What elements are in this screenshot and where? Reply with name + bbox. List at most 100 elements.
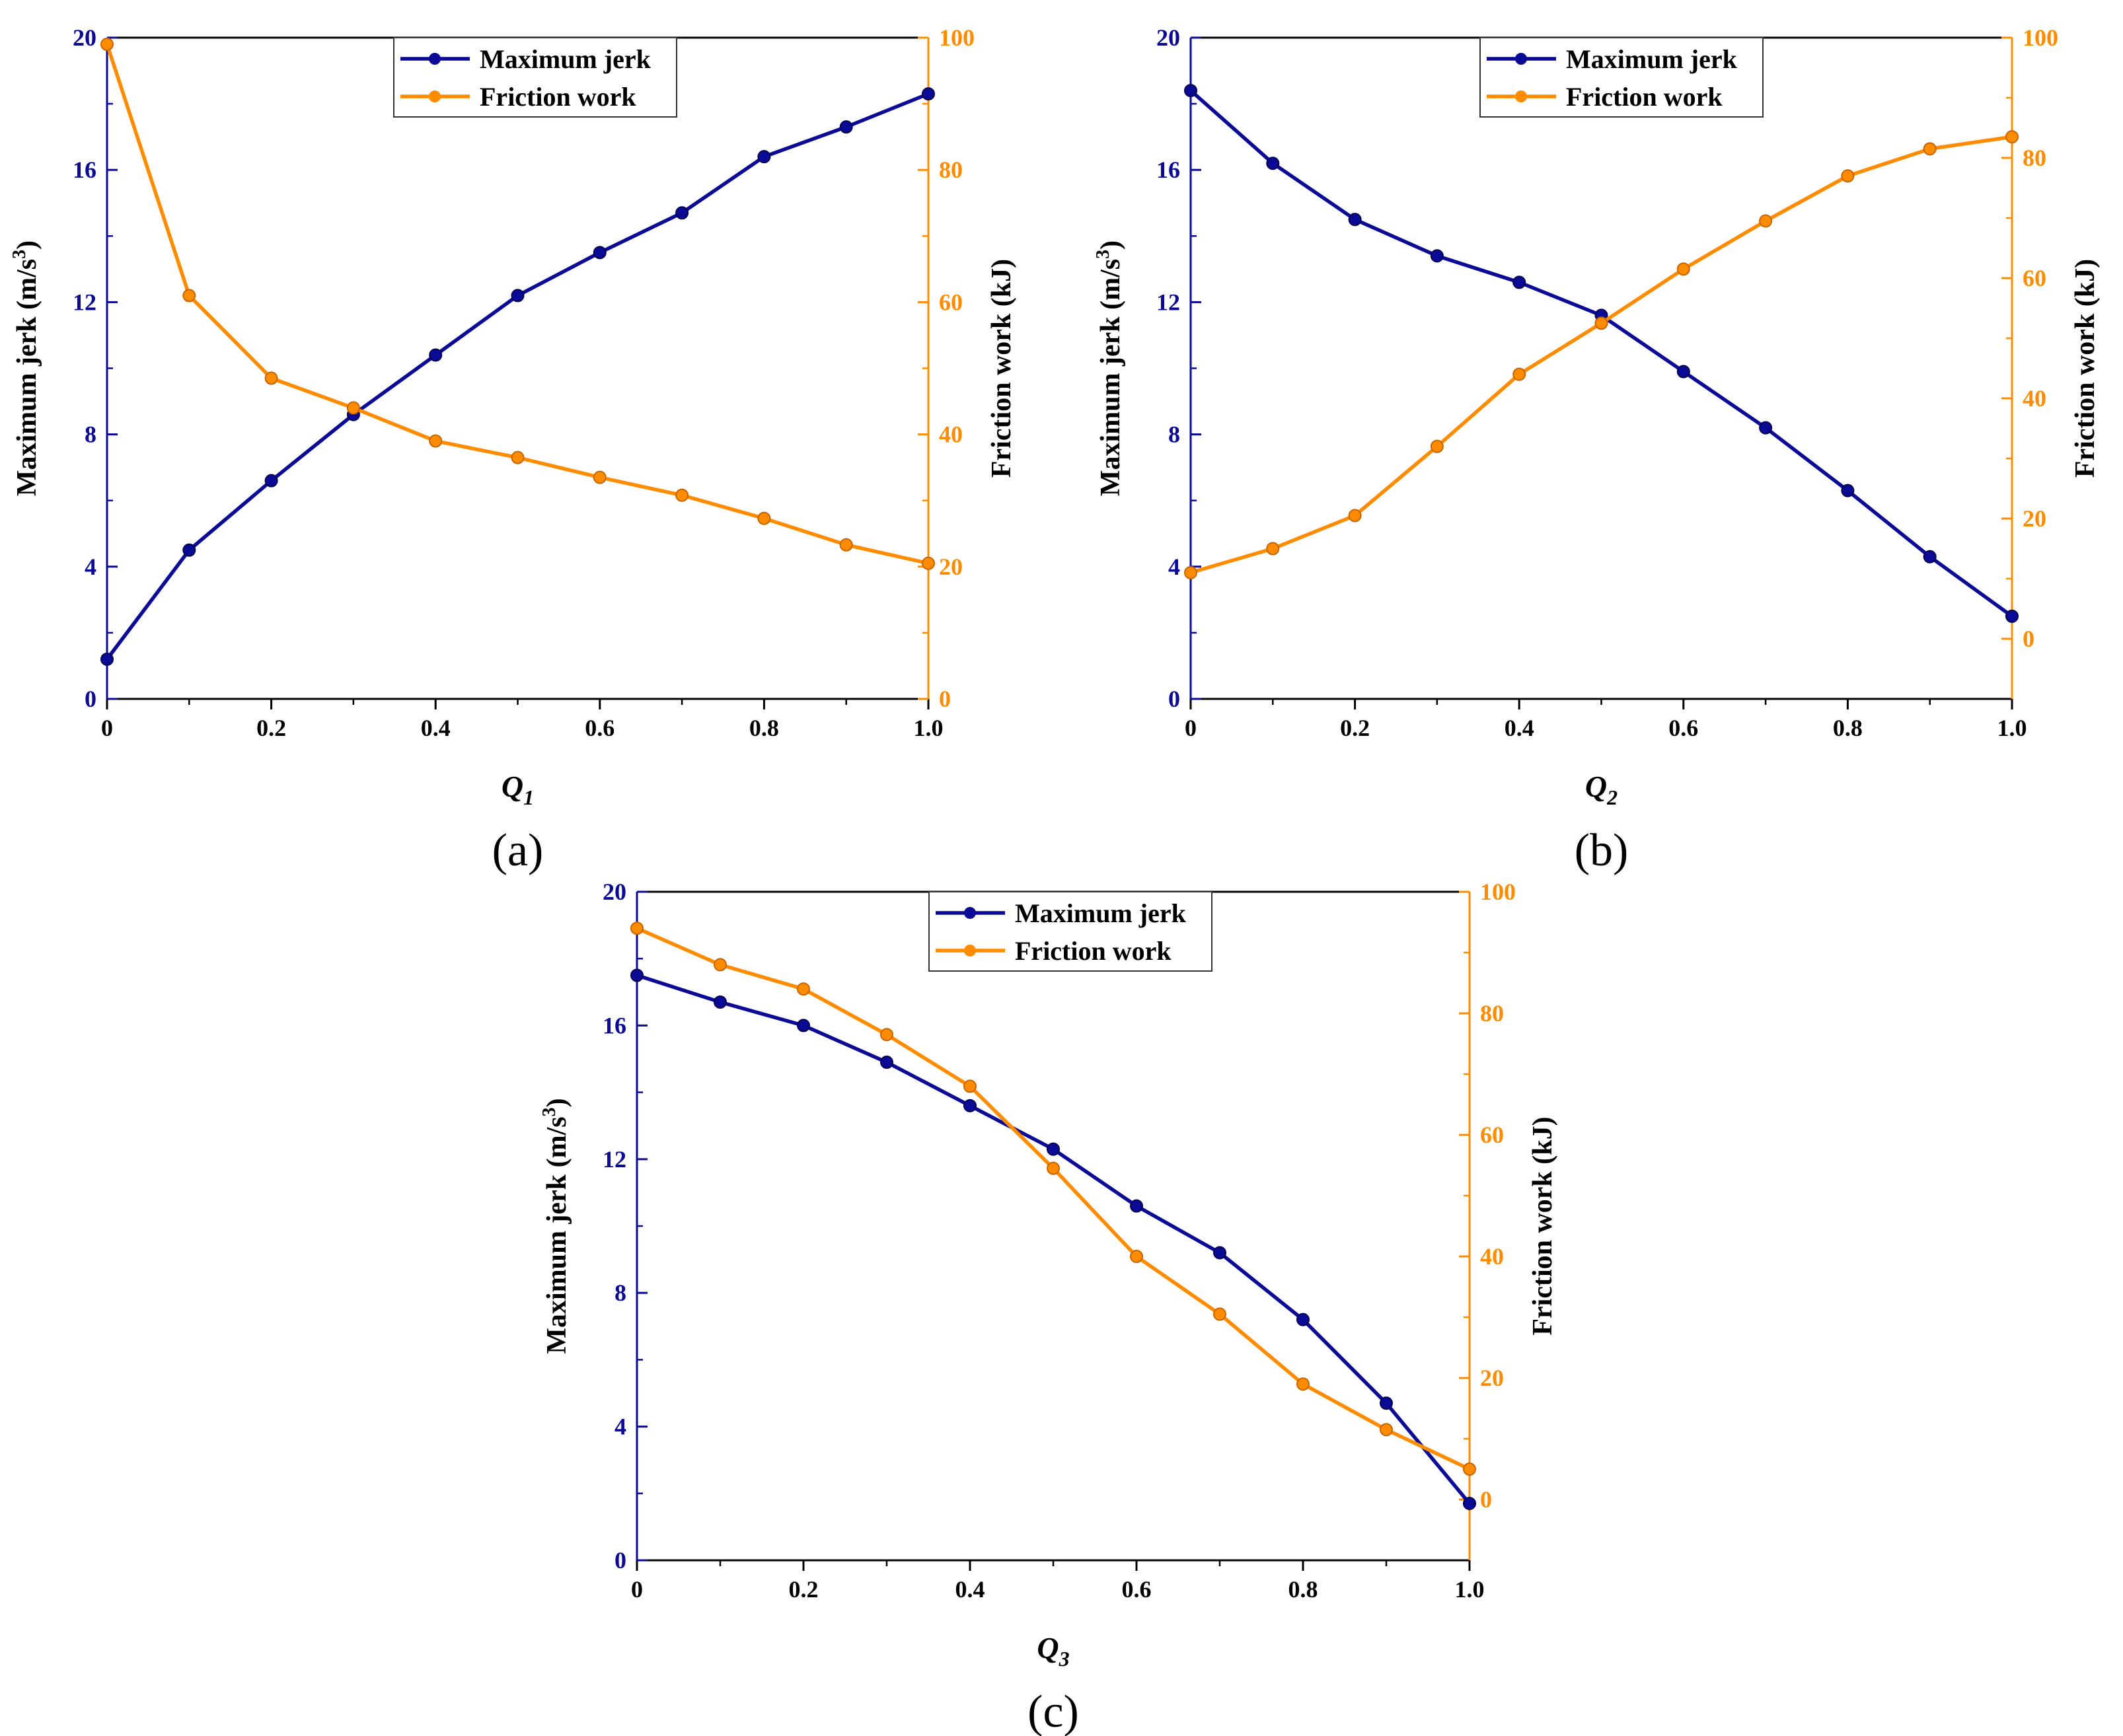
x-axis-title-text: Q bbox=[1037, 1631, 1059, 1665]
data-point bbox=[922, 556, 935, 570]
data-point bbox=[797, 982, 810, 996]
data-point bbox=[429, 434, 443, 448]
data-point bbox=[593, 246, 607, 260]
right-y-tick-label: 80 bbox=[2023, 145, 2046, 171]
data-point bbox=[1348, 509, 1362, 523]
x-axis-title-text: Q bbox=[502, 770, 523, 803]
data-point bbox=[1266, 542, 1280, 556]
x-axis-title-subscript: 3 bbox=[1059, 1647, 1070, 1671]
data-point bbox=[1184, 565, 1197, 579]
series-line bbox=[636, 926, 1471, 1471]
data-point bbox=[1463, 1463, 1476, 1476]
data-point bbox=[1759, 214, 1773, 228]
right-y-tick-label: 20 bbox=[2023, 505, 2046, 532]
x-tick-label: 0.8 bbox=[1288, 1576, 1318, 1603]
data-point bbox=[839, 120, 853, 134]
legend-label: Friction work bbox=[1015, 936, 1172, 966]
series-line bbox=[105, 44, 929, 565]
right-y-tick-label: 60 bbox=[939, 289, 963, 315]
series-line bbox=[1190, 135, 2013, 575]
x-tick-label: 0.2 bbox=[1340, 715, 1370, 741]
data-point bbox=[1380, 1423, 1393, 1437]
data-point bbox=[675, 206, 689, 220]
left-y-tick-label: 20 bbox=[1156, 24, 1180, 51]
data-point bbox=[1676, 365, 1690, 379]
left-y-axis-title-close: ) bbox=[542, 1098, 572, 1107]
left-y-tick-label: 4 bbox=[1168, 554, 1180, 580]
data-point bbox=[182, 543, 196, 557]
right-y-tick-label: 60 bbox=[1480, 1122, 1504, 1148]
x-axis-title: Q2 bbox=[1585, 770, 1618, 809]
x-axis-title: Q1 bbox=[502, 770, 534, 809]
left-y-tick-label: 8 bbox=[615, 1280, 626, 1306]
left-y-axis-title: Maximum jerk (m/s3) bbox=[9, 240, 42, 496]
series-friction-work bbox=[630, 922, 1476, 1476]
data-point bbox=[1841, 169, 1855, 183]
right-y-axis-title: Friction work (kJ) bbox=[2070, 259, 2101, 478]
data-point bbox=[1841, 484, 1855, 497]
data-point bbox=[839, 538, 853, 552]
series-friction-work bbox=[100, 38, 935, 570]
right-y-tick-label: 0 bbox=[939, 686, 951, 712]
x-tick-label: 0.4 bbox=[955, 1576, 985, 1603]
legend-marker bbox=[964, 907, 976, 919]
legend-label: Maximum jerk bbox=[1566, 44, 1738, 74]
x-tick-label: 1.0 bbox=[914, 715, 944, 741]
data-point bbox=[264, 474, 278, 488]
left-y-axis-title-close: ) bbox=[12, 240, 42, 250]
right-y-tick-label: 80 bbox=[1480, 1000, 1504, 1027]
data-point bbox=[1130, 1250, 1143, 1263]
data-point bbox=[2005, 130, 2019, 144]
data-point bbox=[675, 488, 689, 502]
series-maximum-jerk bbox=[1184, 84, 2019, 623]
x-tick-label: 1.0 bbox=[1455, 1576, 1485, 1603]
data-point bbox=[264, 371, 278, 385]
right-y-tick-label: 100 bbox=[2023, 24, 2058, 51]
left-y-axis-title-superscript: 3 bbox=[9, 250, 30, 259]
legend-label: Friction work bbox=[1566, 82, 1723, 112]
right-y-tick-label: 80 bbox=[939, 157, 963, 183]
x-tick-label: 0.8 bbox=[749, 715, 779, 741]
left-y-tick-label: 4 bbox=[85, 554, 96, 580]
left-y-tick-label: 16 bbox=[603, 1012, 626, 1038]
right-y-tick-label: 100 bbox=[939, 24, 975, 51]
data-point bbox=[963, 1099, 977, 1112]
x-tick-label: 0.6 bbox=[585, 715, 615, 741]
right-y-tick-label: 40 bbox=[939, 421, 963, 448]
panel-label: (a) bbox=[492, 825, 544, 876]
data-point bbox=[593, 470, 607, 484]
legend: Maximum jerk Friction work bbox=[1479, 37, 1764, 118]
data-point bbox=[511, 289, 525, 303]
left-y-axis-title-text: Maximum jerk (m/s bbox=[542, 1116, 572, 1354]
data-point bbox=[880, 1028, 893, 1042]
legend-marker bbox=[429, 90, 441, 102]
series-maximum-jerk bbox=[630, 968, 1476, 1510]
left-y-axis-title: Maximum jerk (m/s3) bbox=[1093, 240, 1126, 496]
legend-box bbox=[393, 37, 677, 118]
data-point bbox=[1512, 275, 1526, 289]
right-y-tick-label: 60 bbox=[2023, 265, 2046, 291]
left-y-tick-label: 8 bbox=[85, 421, 96, 448]
x-axis-title-text: Q bbox=[1585, 770, 1607, 803]
chart-panel-2: 0 0.2 0.4 0.6 0.8 1.0 0 4 8 12 16 20 0 20 40 60 80 100 Max… bbox=[1093, 24, 2101, 876]
data-point bbox=[1213, 1307, 1226, 1321]
legend-marker bbox=[1515, 90, 1527, 102]
right-y-axis-title: Friction work (kJ) bbox=[987, 259, 1017, 478]
legend-label: Friction work bbox=[480, 82, 636, 112]
data-point bbox=[630, 922, 644, 935]
data-point bbox=[100, 38, 114, 52]
series-line bbox=[105, 92, 930, 661]
x-tick-label: 0.6 bbox=[1122, 1576, 1152, 1603]
left-y-tick-label: 20 bbox=[603, 879, 626, 905]
x-tick-label: 0.2 bbox=[789, 1576, 819, 1603]
left-y-axis-title-superscript: 3 bbox=[539, 1107, 560, 1116]
data-point bbox=[1923, 550, 1937, 563]
data-point bbox=[1430, 439, 1444, 453]
left-y-axis-title: Maximum jerk (m/s3) bbox=[539, 1098, 572, 1354]
data-point bbox=[1296, 1377, 1310, 1391]
legend-marker bbox=[964, 945, 976, 957]
left-y-tick-label: 12 bbox=[73, 289, 96, 315]
right-y-tick-label: 0 bbox=[2023, 626, 2034, 652]
left-y-tick-label: 4 bbox=[615, 1414, 626, 1440]
